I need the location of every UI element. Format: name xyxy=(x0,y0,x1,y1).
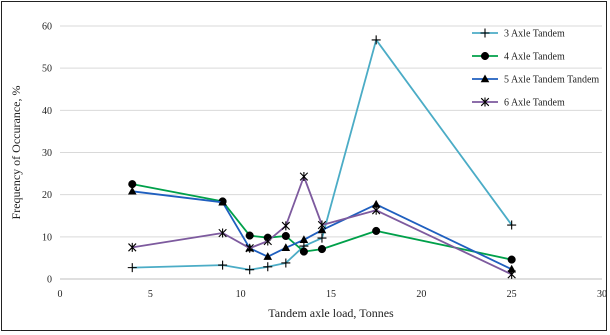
y-tick-label: 50 xyxy=(42,64,52,75)
data-point xyxy=(128,242,137,252)
data-point xyxy=(127,186,137,195)
data-point xyxy=(245,265,255,275)
y-tick-label: 20 xyxy=(42,190,52,201)
data-point xyxy=(263,252,273,260)
legend: 3 Axle Tandem 4 Axle Tandem 5 Axle Tandem … xyxy=(472,28,599,109)
legend-label: 5 Axle Tandem Tandem xyxy=(504,75,599,86)
series-1 xyxy=(127,35,517,275)
y-tick-label: 10 xyxy=(42,232,52,243)
y-axis-title: Frequency of Occurance, % xyxy=(9,86,23,220)
grid-lines xyxy=(60,25,602,280)
data-point xyxy=(372,226,381,235)
legend-label: 3 Axle Tandem xyxy=(504,29,565,40)
legend-label: 6 Axle Tandem xyxy=(504,98,565,109)
data-point xyxy=(507,264,516,273)
data-point xyxy=(317,245,327,254)
data-point xyxy=(507,255,516,264)
data-point xyxy=(299,172,309,182)
data-point xyxy=(371,205,381,215)
legend-item: 5 Axle Tandem Tandem xyxy=(472,74,599,86)
data-point xyxy=(281,243,291,251)
data-point xyxy=(218,197,227,206)
x-tick-label: 25 xyxy=(507,289,517,300)
series-4 xyxy=(128,172,516,279)
data-point xyxy=(281,258,291,268)
series-3 xyxy=(127,186,516,273)
y-tick-label: 0 xyxy=(47,275,52,286)
data-point xyxy=(281,221,291,231)
data-point xyxy=(245,243,254,253)
data-point xyxy=(299,235,309,243)
data-point xyxy=(371,199,381,208)
y-tick-label: 30 xyxy=(42,148,52,159)
data-point xyxy=(127,263,137,273)
y-tick-label: 40 xyxy=(42,106,52,117)
data-point xyxy=(245,231,254,240)
data-point xyxy=(218,228,227,238)
data-point xyxy=(299,247,308,256)
x-axis-title: Tandem axle load, Tonnes xyxy=(268,306,394,320)
x-tick-label: 10 xyxy=(236,289,246,300)
data-point xyxy=(128,180,137,189)
legend-item: 6 Axle Tandem xyxy=(472,97,565,109)
chart-frame: 0 10 20 30 40 50 60 0 5 10 15 20 25 30 3 Axle Tandem 4… xyxy=(1,1,607,331)
x-tick-label: 15 xyxy=(326,289,336,300)
legend-marker xyxy=(480,97,490,107)
x-tick-label: 0 xyxy=(58,289,63,300)
legend-label: 4 Axle Tandem xyxy=(504,52,565,63)
legend-marker xyxy=(480,74,490,83)
data-point xyxy=(218,260,228,270)
data-point xyxy=(263,236,272,246)
data-point xyxy=(317,233,327,243)
y-tick-label: 60 xyxy=(42,22,52,33)
axes: 0 10 20 30 40 50 60 0 5 10 15 20 25 30 xyxy=(42,22,607,301)
data-point xyxy=(371,35,381,45)
x-tick-label: 30 xyxy=(597,289,606,300)
data-point xyxy=(507,220,517,230)
x-tick-label: 5 xyxy=(148,289,153,300)
x-tick-label: 20 xyxy=(416,289,426,300)
data-point xyxy=(507,269,516,279)
legend-item: 4 Axle Tandem xyxy=(472,52,565,63)
series-group xyxy=(127,35,517,279)
line-chart: 0 10 20 30 40 50 60 0 5 10 15 20 25 30 3 Axle Tandem 4… xyxy=(9,22,607,321)
legend-marker xyxy=(480,28,490,38)
data-point xyxy=(263,262,273,272)
legend-marker xyxy=(480,51,490,61)
data-point xyxy=(317,220,327,230)
data-point xyxy=(281,231,290,241)
legend-item: 3 Axle Tandem xyxy=(472,28,565,40)
